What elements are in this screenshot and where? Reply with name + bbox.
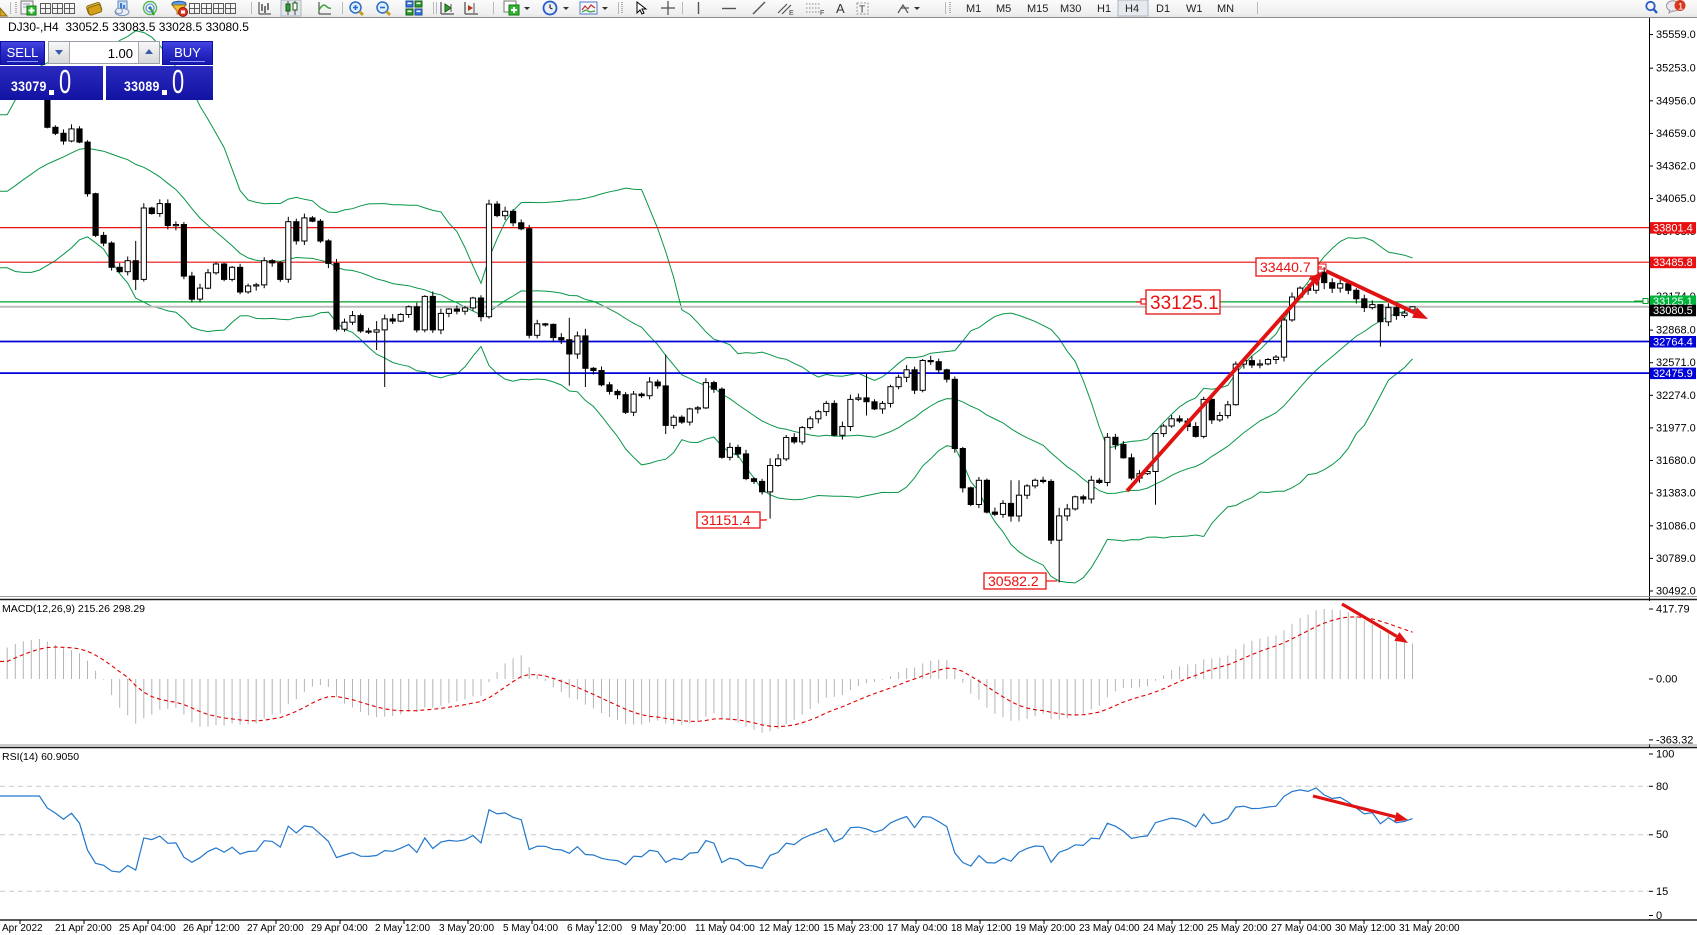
svg-text:26 Apr 12:00: 26 Apr 12:00 <box>183 923 240 934</box>
svg-text:31383.0: 31383.0 <box>1656 488 1696 500</box>
svg-text:50: 50 <box>1656 829 1668 841</box>
svg-text:33801.4: 33801.4 <box>1653 222 1693 234</box>
svg-text:35253.0: 35253.0 <box>1656 63 1696 75</box>
svg-text:15 May 23:00: 15 May 23:00 <box>823 923 884 934</box>
svg-text:31151.4: 31151.4 <box>701 512 751 528</box>
svg-text:31 May 20:00: 31 May 20:00 <box>1399 923 1460 934</box>
svg-text:15: 15 <box>1656 886 1668 898</box>
svg-text:23 May 04:00: 23 May 04:00 <box>1079 923 1140 934</box>
svg-text:19 May 20:00: 19 May 20:00 <box>1015 923 1076 934</box>
svg-text:31977.0: 31977.0 <box>1656 422 1696 434</box>
svg-text:32475.9: 32475.9 <box>1653 368 1693 380</box>
svg-text:6 May 12:00: 6 May 12:00 <box>567 923 622 934</box>
svg-text:30582.2: 30582.2 <box>988 573 1039 589</box>
svg-text:30492.0: 30492.0 <box>1656 586 1696 598</box>
svg-text:-363.32: -363.32 <box>1656 734 1693 746</box>
svg-text:30789.0: 30789.0 <box>1656 553 1696 565</box>
svg-text:30 May 12:00: 30 May 12:00 <box>1335 923 1396 934</box>
svg-text:2 May 12:00: 2 May 12:00 <box>375 923 430 934</box>
svg-text:11 May 04:00: 11 May 04:00 <box>695 923 755 934</box>
svg-text:0.00: 0.00 <box>1656 674 1677 686</box>
svg-text:34065.0: 34065.0 <box>1656 193 1696 205</box>
svg-text:33080.5: 33080.5 <box>1653 305 1693 317</box>
svg-text:32571.0: 32571.0 <box>1656 357 1696 369</box>
svg-text:M5: M5 <box>996 3 1011 15</box>
svg-text:T: T <box>859 5 865 16</box>
svg-text:32274.0: 32274.0 <box>1656 390 1696 402</box>
svg-text:1: 1 <box>1678 2 1683 13</box>
svg-text:M15: M15 <box>1027 3 1048 15</box>
svg-text:29 Apr 04:00: 29 Apr 04:00 <box>311 923 368 934</box>
svg-text:27 May 04:00: 27 May 04:00 <box>1271 923 1332 934</box>
svg-text:MN: MN <box>1217 3 1234 15</box>
svg-text:31086.0: 31086.0 <box>1656 520 1696 532</box>
svg-text:21 Apr 20:00: 21 Apr 20:00 <box>55 923 112 934</box>
svg-text:W1: W1 <box>1186 3 1203 15</box>
svg-text:E: E <box>789 10 794 17</box>
svg-text:33125.1: 33125.1 <box>1150 293 1219 314</box>
svg-text:H4: H4 <box>1125 3 1139 15</box>
svg-text:5 May 04:00: 5 May 04:00 <box>503 923 558 934</box>
svg-text:33485.8: 33485.8 <box>1653 257 1693 269</box>
svg-text:DJ30-,H4 33052.5 33083.5 3302: DJ30-,H4 33052.5 33083.5 33028.5 33080.5 <box>8 20 249 34</box>
svg-text:34659.0: 34659.0 <box>1656 128 1696 140</box>
svg-text:32764.4: 32764.4 <box>1653 336 1693 348</box>
svg-text:80: 80 <box>1656 781 1668 793</box>
svg-text:F: F <box>820 10 824 17</box>
svg-text:MACD(12,26,9) 215.26 298.29: MACD(12,26,9) 215.26 298.29 <box>2 603 145 615</box>
svg-text:34956.0: 34956.0 <box>1656 95 1696 107</box>
svg-text:12 May 12:00: 12 May 12:00 <box>759 923 820 934</box>
svg-text:A: A <box>836 1 845 16</box>
svg-text:100: 100 <box>1656 749 1674 761</box>
svg-text:25 May 20:00: 25 May 20:00 <box>1207 923 1268 934</box>
svg-text:18 May 12:00: 18 May 12:00 <box>951 923 1012 934</box>
svg-text:33440.7: 33440.7 <box>1260 259 1311 275</box>
svg-text:Apr 2022: Apr 2022 <box>2 923 43 934</box>
svg-text:RSI(14) 60.9050: RSI(14) 60.9050 <box>2 751 79 763</box>
svg-text:35559.0: 35559.0 <box>1656 29 1696 41</box>
svg-text:34362.0: 34362.0 <box>1656 161 1696 173</box>
svg-text:M1: M1 <box>966 3 981 15</box>
svg-text:M30: M30 <box>1060 3 1081 15</box>
svg-text:D1: D1 <box>1156 3 1170 15</box>
svg-text:H1: H1 <box>1097 3 1111 15</box>
svg-text:27 Apr 20:00: 27 Apr 20:00 <box>247 923 304 934</box>
svg-text:417.79: 417.79 <box>1656 604 1690 616</box>
svg-text:24 May 12:00: 24 May 12:00 <box>1143 923 1204 934</box>
svg-text:25 Apr 04:00: 25 Apr 04:00 <box>119 923 176 934</box>
svg-text:31680.0: 31680.0 <box>1656 455 1696 467</box>
svg-text:3 May 20:00: 3 May 20:00 <box>439 923 494 934</box>
svg-text:0: 0 <box>1656 910 1662 922</box>
svg-text:32868.0: 32868.0 <box>1656 325 1696 337</box>
svg-text:17 May 04:00: 17 May 04:00 <box>887 923 948 934</box>
svg-text:9 May 20:00: 9 May 20:00 <box>631 923 686 934</box>
